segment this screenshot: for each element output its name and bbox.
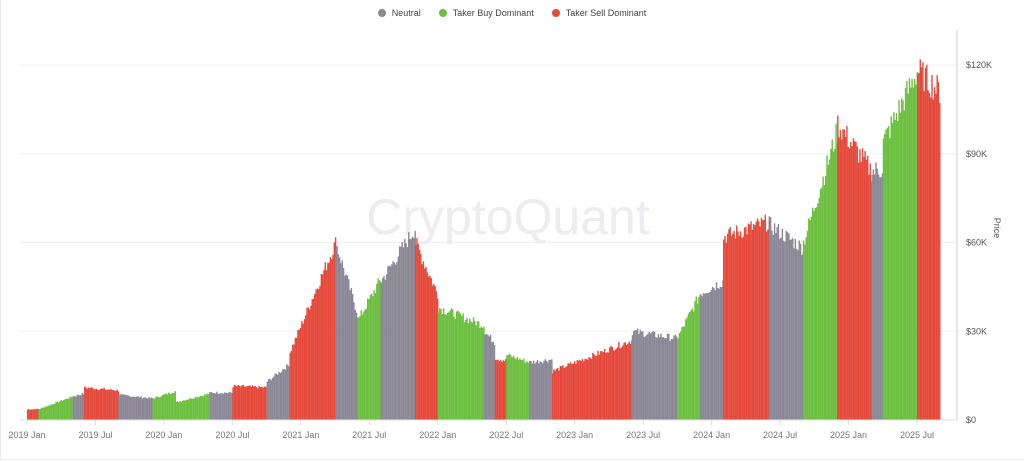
legend-dot-buy-icon: [438, 9, 447, 17]
x-tick-label: 2025 Jul: [900, 430, 934, 440]
x-tick-label: 2024 Jul: [763, 430, 797, 440]
legend-dot-sell-icon: [551, 9, 560, 17]
y-tick-label: $0: [966, 415, 976, 425]
legend-label: Taker Buy Dominant: [452, 8, 534, 18]
legend-label: Taker Sell Dominant: [565, 8, 647, 18]
x-tick-label: 2024 Jan: [693, 430, 730, 440]
price-bars: [27, 59, 941, 421]
x-tick-label: 2019 Jan: [8, 430, 45, 440]
x-tick-label: 2020 Jan: [145, 430, 182, 440]
y-tick-label: $120K: [966, 60, 992, 70]
gridlines: [20, 64, 957, 332]
x-axis-ticks: 2019 Jan 2019 Jul 2020 Jan 2020 Jul 2021 Jan…: [8, 420, 934, 440]
x-tick-label: 2023 Jan: [556, 430, 593, 440]
x-tick-label: 2021 Jan: [282, 430, 319, 440]
x-tick-label: 2023 Jul: [626, 430, 660, 440]
x-tick-label: 2020 Jul: [215, 430, 249, 440]
legend-dot-neutral-icon: [377, 9, 386, 17]
legend-item-taker-buy[interactable]: Taker Buy Dominant: [438, 8, 534, 18]
y-axis-label: Price: [992, 218, 1002, 239]
watermark: CryptoQuant: [366, 189, 650, 245]
x-tick-label: 2021 Jul: [352, 430, 386, 440]
chart-legend: Neutral Taker Buy Dominant Taker Sell Do…: [0, 8, 1024, 18]
x-tick-label: 2025 Jan: [830, 430, 867, 440]
y-tick-label: $30K: [966, 326, 987, 336]
y-tick-label: $90K: [966, 149, 987, 159]
legend-label: Neutral: [391, 8, 421, 18]
legend-item-neutral[interactable]: Neutral: [377, 8, 421, 18]
x-tick-label: 2019 Jul: [78, 430, 112, 440]
x-tick-label: 2022 Jul: [489, 430, 523, 440]
x-tick-label: 2022 Jan: [419, 430, 456, 440]
legend-item-taker-sell[interactable]: Taker Sell Dominant: [551, 8, 647, 18]
y-tick-label: $60K: [966, 238, 987, 248]
y-axis-ticks: $0 $30K $60K $90K $120K: [966, 60, 992, 425]
